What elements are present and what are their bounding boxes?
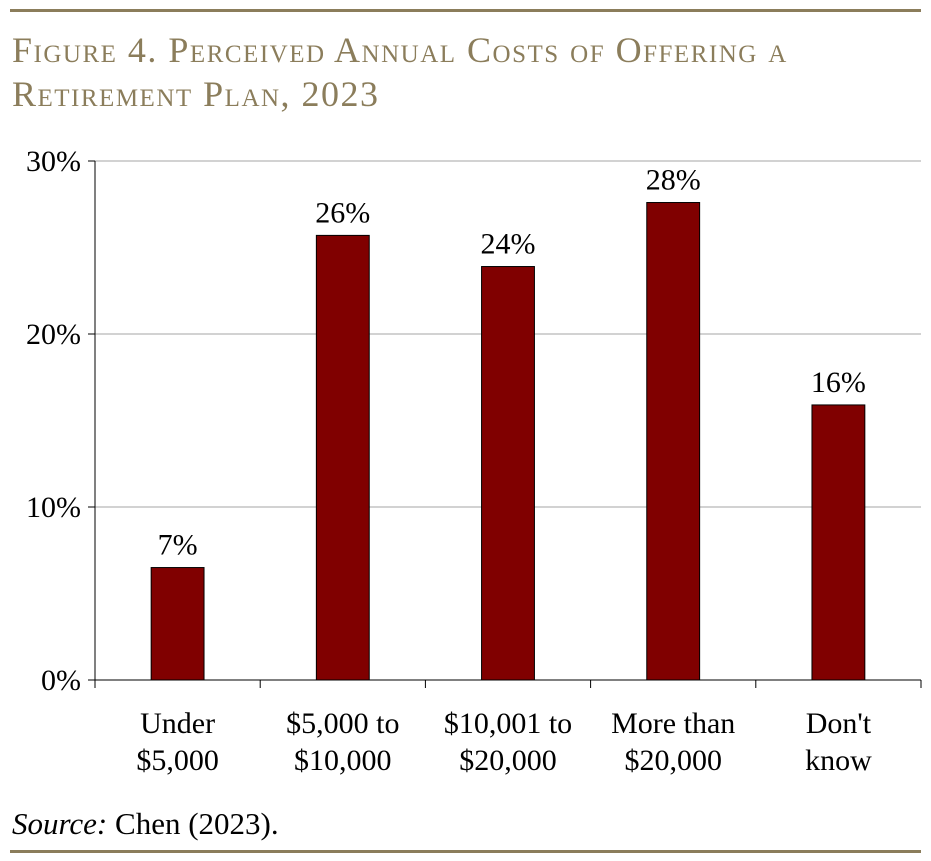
x-tick-label: More than	[611, 707, 735, 740]
source-text: Chen (2023).	[107, 806, 279, 841]
bar	[315, 234, 370, 681]
y-tick-label: 0%	[41, 664, 81, 697]
x-tick-label: Don't	[806, 707, 872, 740]
bar	[150, 567, 205, 681]
bar	[646, 202, 701, 681]
y-tick-label: 10%	[26, 491, 81, 524]
x-tick-label: $20,000	[459, 744, 557, 777]
data-label: 16%	[811, 366, 866, 399]
x-tick-label: Under	[140, 707, 215, 740]
figure-title: Figure 4. Perceived Annual Costs of Offe…	[12, 30, 788, 114]
x-tick-label: $20,000	[624, 744, 722, 777]
x-tick-label: $10,000	[294, 744, 392, 777]
x-tick-label: know	[805, 744, 872, 777]
bottom-rule	[10, 850, 921, 853]
source-note: Source: Chen (2023).	[12, 806, 279, 842]
data-label: 7%	[158, 529, 198, 562]
source-label: Source:	[12, 806, 108, 841]
data-label: 28%	[646, 164, 701, 197]
x-tick-label: $10,001 to	[444, 707, 572, 740]
data-label: 26%	[315, 196, 370, 229]
x-tick-label: $5,000 to	[286, 707, 399, 740]
bar	[481, 266, 535, 681]
y-tick-label: 30%	[26, 145, 81, 178]
bar	[811, 404, 866, 681]
y-tick-label: 20%	[26, 318, 81, 351]
x-tick-label: $5,000	[136, 744, 219, 777]
data-label: 24%	[481, 228, 536, 261]
top-rule	[10, 9, 921, 12]
